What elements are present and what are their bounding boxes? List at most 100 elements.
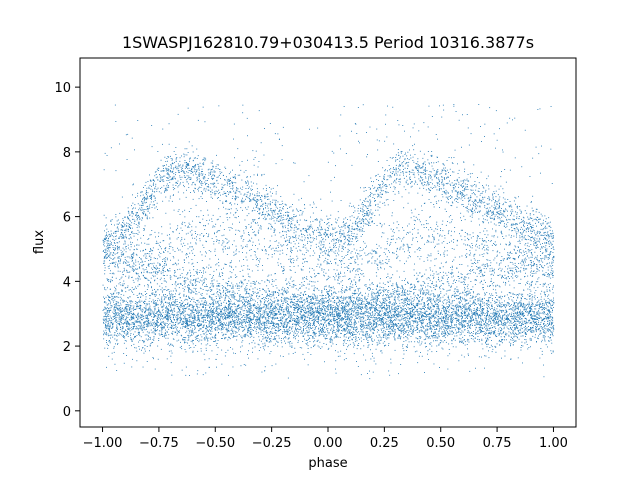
data-point (410, 291, 412, 292)
data-point (476, 324, 478, 326)
data-point (464, 321, 465, 322)
data-point (379, 311, 381, 313)
data-point (522, 216, 524, 218)
data-point (175, 161, 177, 162)
data-point (510, 339, 512, 341)
data-point (451, 265, 453, 267)
data-point (348, 250, 350, 251)
data-point (169, 245, 170, 247)
data-point (118, 302, 119, 304)
data-point (238, 334, 240, 335)
data-point (505, 332, 507, 334)
data-point (196, 177, 198, 179)
data-point (309, 240, 311, 242)
data-point (115, 170, 117, 172)
data-point (180, 327, 181, 329)
data-point (345, 217, 347, 219)
data-point (250, 285, 252, 287)
data-point (182, 308, 183, 310)
data-point (171, 309, 173, 311)
data-point (288, 341, 290, 343)
data-point (543, 326, 545, 328)
data-point (139, 301, 141, 303)
data-point (500, 176, 502, 178)
data-point (171, 328, 172, 329)
data-point (399, 157, 401, 159)
data-point (308, 307, 310, 309)
data-point (168, 270, 169, 272)
data-point (526, 321, 527, 323)
data-point (343, 263, 345, 264)
data-point (528, 330, 530, 331)
data-point (373, 360, 375, 362)
data-point (499, 333, 501, 334)
data-point (143, 255, 145, 257)
data-point (163, 317, 165, 319)
data-point (498, 315, 499, 317)
data-point (138, 293, 140, 295)
data-point (481, 328, 483, 330)
data-point (147, 323, 149, 325)
data-point (478, 327, 480, 329)
data-point (260, 304, 261, 306)
data-point (337, 308, 339, 310)
data-point (267, 301, 268, 303)
data-point (418, 295, 419, 297)
data-point (288, 215, 289, 216)
data-point (417, 305, 418, 307)
data-point (359, 279, 361, 281)
data-point (353, 310, 355, 311)
data-point (270, 312, 272, 313)
data-point (497, 284, 498, 286)
data-point (104, 270, 106, 271)
data-point (498, 225, 500, 226)
data-point (513, 339, 515, 341)
data-point (268, 280, 270, 282)
data-point (184, 299, 186, 301)
data-point (541, 247, 543, 249)
data-point (111, 254, 113, 256)
data-point (167, 186, 169, 188)
data-point (236, 314, 237, 316)
data-point (144, 329, 146, 331)
data-point (480, 311, 482, 313)
data-point (173, 189, 175, 191)
data-point (309, 322, 311, 323)
data-point (521, 221, 523, 223)
data-point (191, 341, 193, 343)
data-point (187, 286, 189, 288)
data-point (239, 221, 240, 223)
data-point (379, 185, 381, 187)
data-point (447, 335, 449, 337)
data-point (198, 174, 199, 176)
data-point (135, 315, 137, 317)
data-point (324, 275, 325, 277)
data-point (184, 281, 186, 283)
data-point (351, 228, 353, 230)
data-point (361, 326, 363, 328)
data-point (299, 214, 301, 216)
data-point (239, 164, 241, 166)
data-point (324, 300, 325, 302)
data-point (348, 227, 350, 229)
data-point (242, 316, 243, 318)
data-point (257, 200, 258, 202)
data-point (104, 265, 106, 266)
data-point (272, 316, 273, 318)
data-point (474, 296, 476, 298)
data-point (394, 291, 396, 293)
data-point (324, 286, 326, 287)
data-point (453, 188, 455, 190)
data-point (233, 254, 235, 256)
data-point (399, 337, 401, 339)
data-point (282, 271, 284, 272)
data-point (106, 334, 108, 336)
data-point (484, 355, 486, 357)
data-point (274, 336, 276, 338)
data-point (174, 177, 176, 179)
data-point (546, 303, 547, 305)
data-point (162, 327, 164, 329)
data-point (548, 273, 549, 274)
data-point (460, 332, 462, 333)
data-point (549, 229, 551, 231)
